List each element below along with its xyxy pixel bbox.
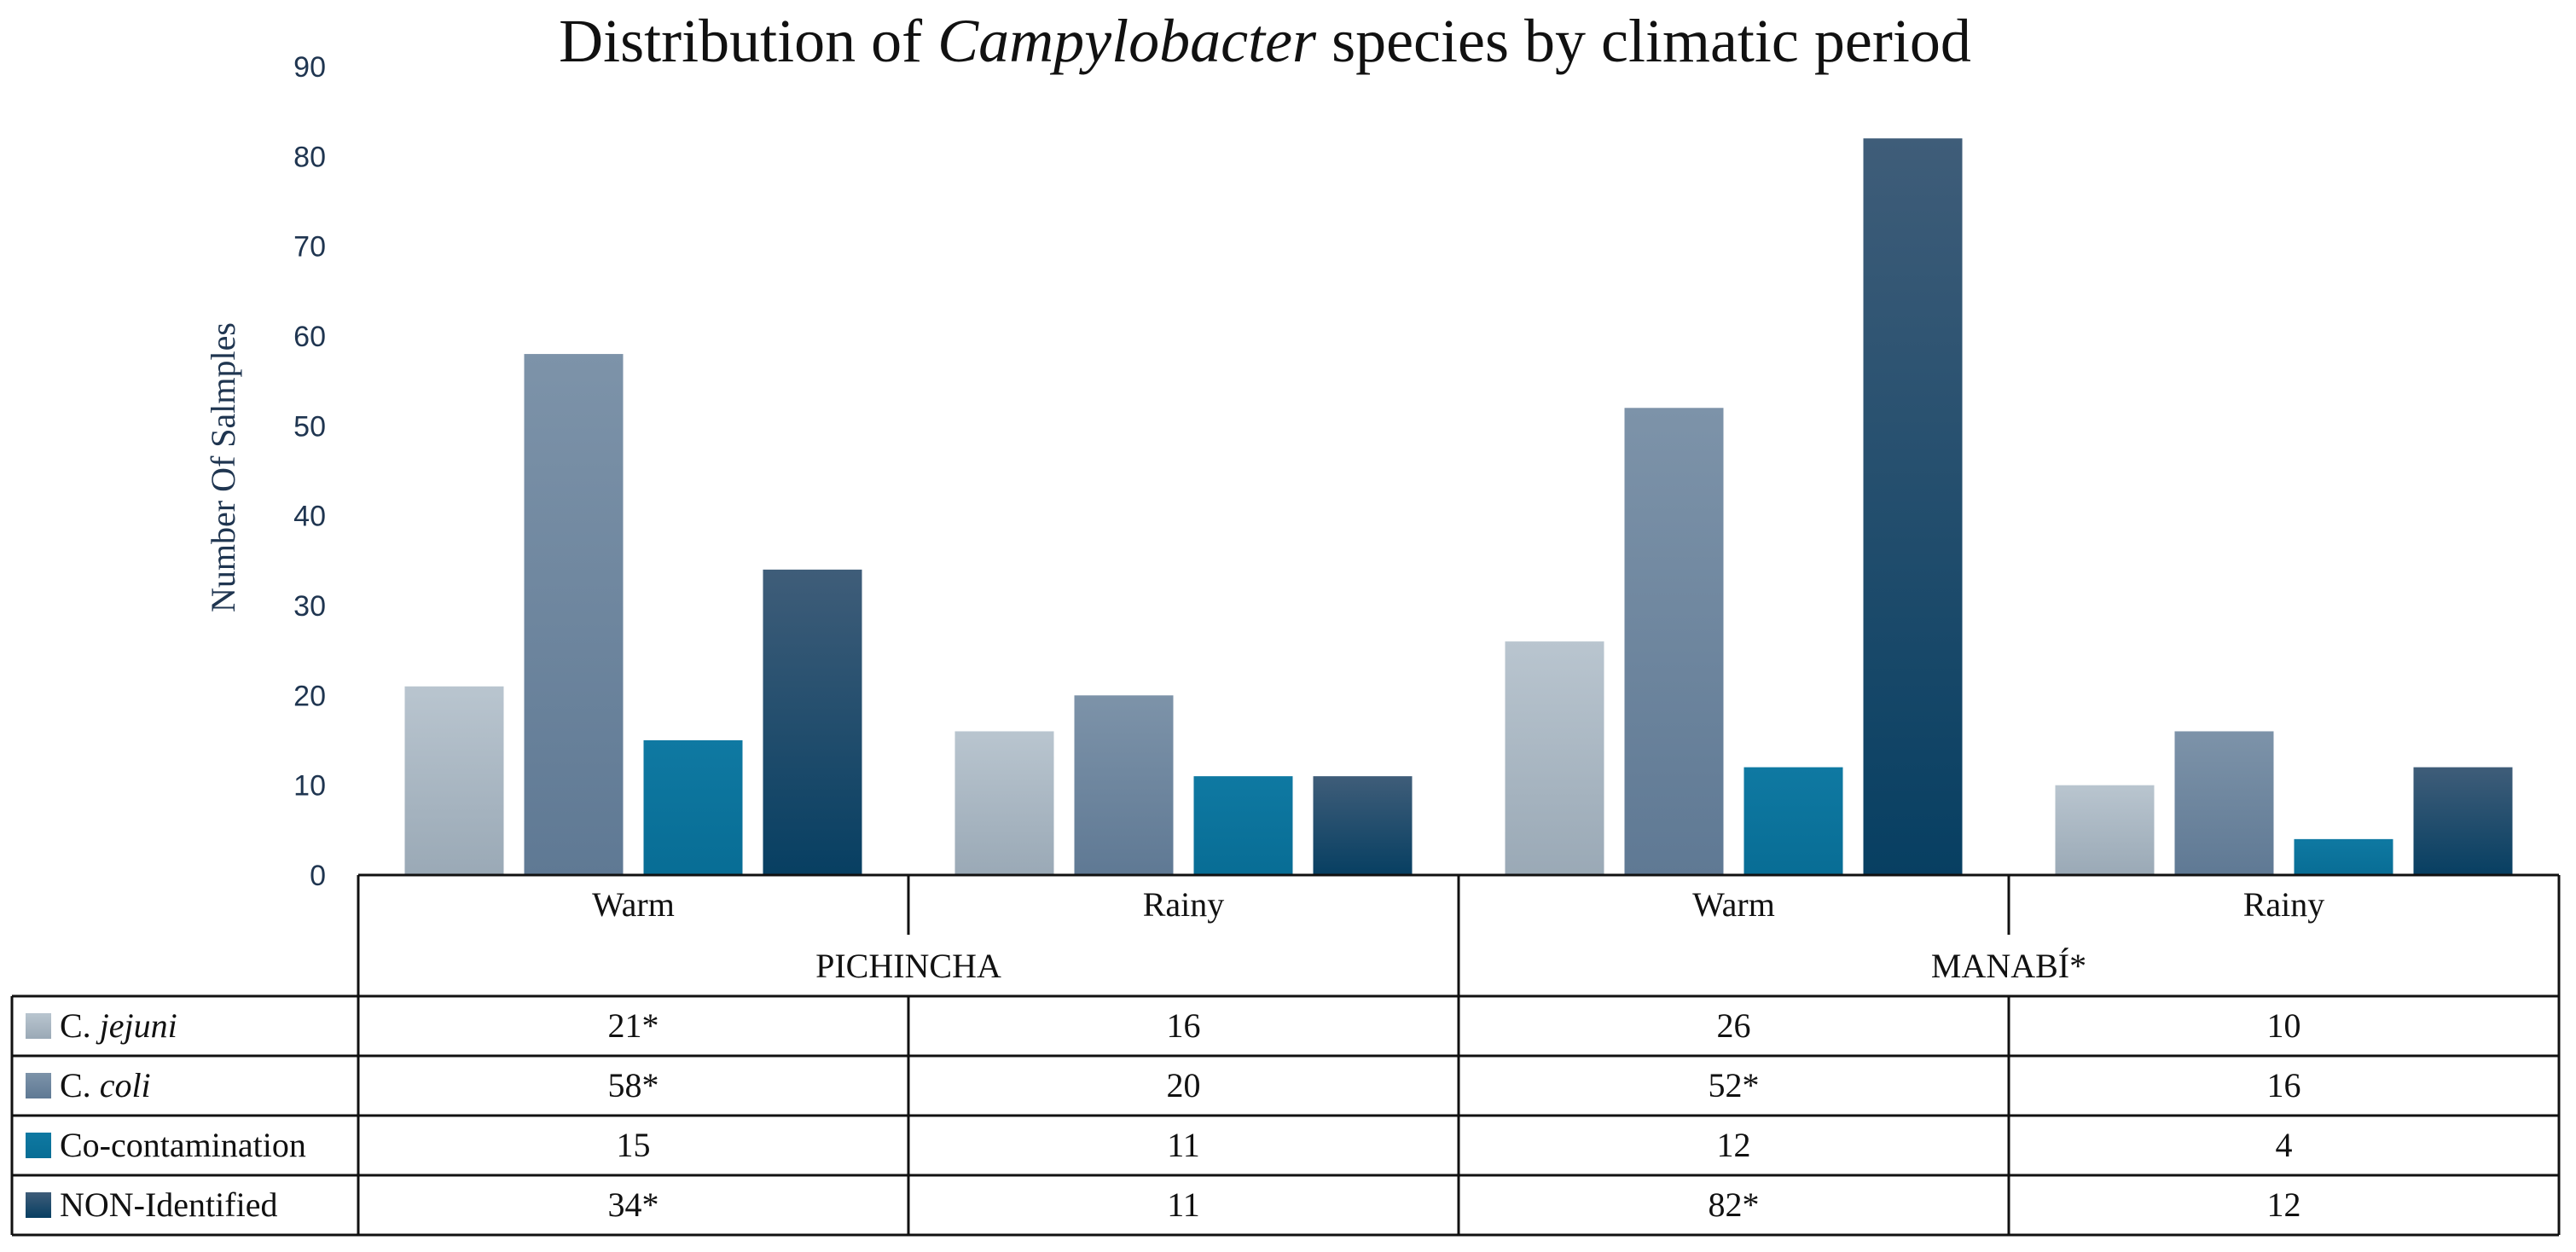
bar-c-jejuni-2 (954, 731, 1054, 875)
x-tick-label-4: Rainy (2243, 885, 2325, 924)
group-label-manab: MANABÍ* (1931, 947, 2086, 985)
y-tick-label-0: 0 (310, 860, 326, 892)
y-axis: 0 10 20 30 40 50 60 70 80 90 (293, 51, 326, 892)
data-label-non-identified-3: 82* (1709, 1185, 1760, 1224)
chart-title-italic: Campylobacter (937, 7, 1317, 75)
y-tick-label-80: 80 (293, 141, 326, 173)
data-label-co-contamination-1: 15 (617, 1126, 651, 1164)
x-tick-label-2: Rainy (1143, 885, 1225, 924)
y-tick-label-70: 70 (293, 231, 326, 264)
bar-co-contamination-2 (1193, 776, 1293, 875)
bar-co-contamination-4 (2294, 838, 2393, 875)
y-tick-label-60: 60 (293, 321, 326, 353)
legend-swatch-c-jejuni (26, 1013, 51, 1039)
bar-c-coli-3 (1624, 408, 1724, 875)
x-tick-label-3: Warm (1692, 885, 1775, 924)
legend-label-c-coli: C. coli (60, 1066, 151, 1104)
legend-label-c-jejuni: C. jejuni (60, 1006, 177, 1045)
chart-title-suffix: species by climatic period (1316, 7, 1971, 75)
bar-non-identified-1 (763, 569, 862, 875)
data-table-grid (10, 873, 2561, 1237)
bar-c-jejuni-1 (404, 686, 504, 875)
chart-title-prefix: Distribution of (559, 7, 937, 75)
x-tick-label-1: Warm (592, 885, 675, 924)
data-label-c-coli-2: 20 (1167, 1066, 1201, 1104)
legend-label-co-contamination: Co-contamination (60, 1126, 306, 1164)
bar-c-jejuni-3 (1505, 641, 1604, 875)
y-tick-label-10: 10 (293, 770, 326, 803)
y-tick-label-90: 90 (293, 51, 326, 84)
data-label-c-jejuni-4: 10 (2267, 1006, 2301, 1045)
data-label-c-jejuni-2: 16 (1167, 1006, 1201, 1045)
y-tick-label-30: 30 (293, 590, 326, 623)
data-label-c-jejuni-3: 26 (1717, 1006, 1751, 1045)
data-label-non-identified-4: 12 (2267, 1185, 2301, 1224)
legend-swatch-co-contamination (26, 1133, 51, 1158)
bar-co-contamination-3 (1743, 767, 1843, 875)
data-label-co-contamination-4: 4 (2276, 1126, 2293, 1164)
data-label-non-identified-2: 11 (1167, 1185, 1200, 1224)
legend-swatch-non-identified (26, 1192, 51, 1218)
bar-c-coli-1 (524, 354, 624, 876)
data-label-c-jejuni-1: 21* (608, 1006, 659, 1045)
y-tick-label-50: 50 (293, 410, 326, 443)
data-label-c-coli-3: 52* (1709, 1066, 1760, 1104)
y-tick-label-20: 20 (293, 680, 326, 712)
data-label-non-identified-1: 34* (608, 1185, 659, 1224)
data-table: Warm Rainy Warm Rainy PICHINCHA MANABÍ* C. jej… (26, 885, 2324, 1224)
group-label-pichincha: PICHINCHA (815, 947, 1001, 985)
bar-c-jejuni-4 (2055, 785, 2155, 875)
legend-swatch-c-coli (26, 1073, 51, 1098)
bar-c-coli-4 (2174, 731, 2274, 875)
legend-label-non-identified: NON-Identified (60, 1185, 277, 1224)
bar-co-contamination-1 (643, 740, 743, 875)
chart-title: Distribution of Campylobacter species by… (559, 7, 1971, 75)
data-label-c-coli-4: 16 (2267, 1066, 2301, 1104)
data-label-co-contamination-2: 11 (1167, 1126, 1200, 1164)
data-label-c-coli-1: 58* (608, 1066, 659, 1104)
bar-c-coli-2 (1074, 695, 1174, 875)
bar-non-identified-4 (2413, 767, 2513, 875)
bar-non-identified-3 (1863, 138, 1963, 875)
bar-non-identified-2 (1313, 776, 1413, 875)
y-axis-label: Number Of Salmples (204, 322, 242, 612)
data-label-co-contamination-3: 12 (1717, 1126, 1751, 1164)
bars (404, 138, 2513, 876)
y-tick-label-40: 40 (293, 501, 326, 533)
